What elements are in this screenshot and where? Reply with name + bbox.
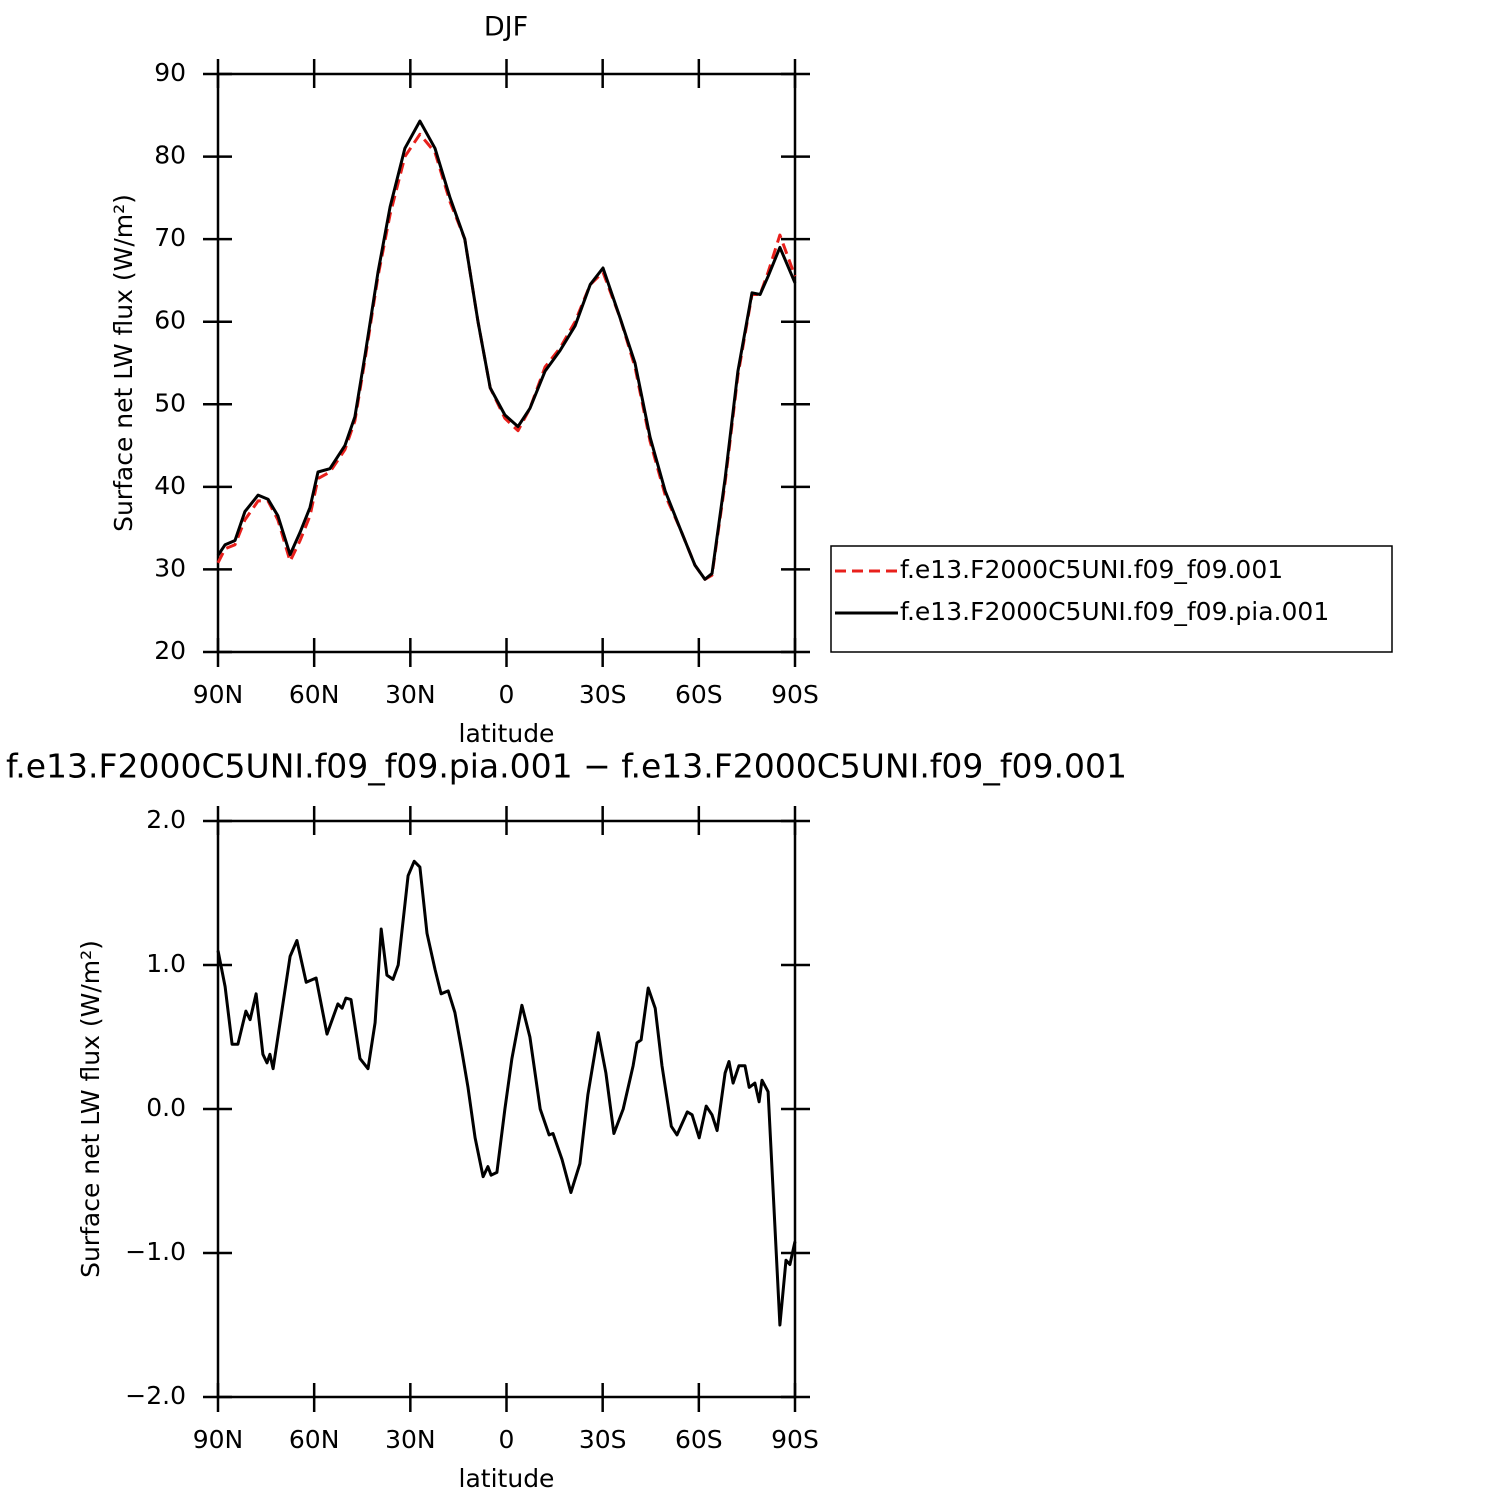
chart-title: f.e13.F2000C5UNI.f09_f09.pia.001 − f.e13… xyxy=(6,747,1127,786)
x-tick-label: 60S xyxy=(675,1425,723,1454)
x-tick-label: 30S xyxy=(579,680,627,709)
x-tick-label: 30N xyxy=(385,680,436,709)
chart-title: DJF xyxy=(484,12,528,43)
data-line xyxy=(216,132,797,581)
x-tick-label: 30S xyxy=(579,1425,627,1454)
y-tick-label: 30 xyxy=(154,553,186,582)
x-tick-label: 30N xyxy=(385,1425,436,1454)
data-line xyxy=(216,119,797,581)
x-axis-label: latitude xyxy=(459,719,555,748)
x-tick-label: 90N xyxy=(193,1425,244,1454)
x-tick-label: 60N xyxy=(289,680,340,709)
x-tick-label: 60S xyxy=(675,680,723,709)
x-axis-label: latitude xyxy=(459,1464,555,1493)
x-tick-label: 90S xyxy=(771,680,819,709)
legend-label: f.e13.F2000C5UNI.f09_f09.001 xyxy=(900,555,1283,584)
y-axis-label: Surface net LW flux (W/m²) xyxy=(109,194,138,532)
data-line xyxy=(216,859,797,1327)
x-tick-label: 0 xyxy=(499,680,515,709)
y-axis-label: Surface net LW flux (W/m²) xyxy=(76,940,105,1278)
y-tick-label: 90 xyxy=(154,58,186,87)
y-tick-label: 70 xyxy=(154,223,186,252)
y-tick-label: 80 xyxy=(154,141,186,170)
y-tick-label: 60 xyxy=(154,306,186,335)
y-tick-label: −2.0 xyxy=(125,1381,186,1410)
y-tick-label: 20 xyxy=(154,636,186,665)
y-tick-label: 50 xyxy=(154,388,186,417)
legend-box xyxy=(830,545,1393,653)
x-tick-label: 0 xyxy=(499,1425,515,1454)
legend-label: f.e13.F2000C5UNI.f09_f09.pia.001 xyxy=(900,597,1329,626)
x-tick-label: 90N xyxy=(193,680,244,709)
x-tick-label: 60N xyxy=(289,1425,340,1454)
y-tick-label: 0.0 xyxy=(146,1093,186,1122)
y-tick-label: 1.0 xyxy=(146,949,186,978)
y-tick-label: −1.0 xyxy=(125,1237,186,1266)
plot-frame xyxy=(216,72,797,654)
y-tick-label: 2.0 xyxy=(146,805,186,834)
x-tick-label: 90S xyxy=(771,1425,819,1454)
y-tick-label: 40 xyxy=(154,471,186,500)
